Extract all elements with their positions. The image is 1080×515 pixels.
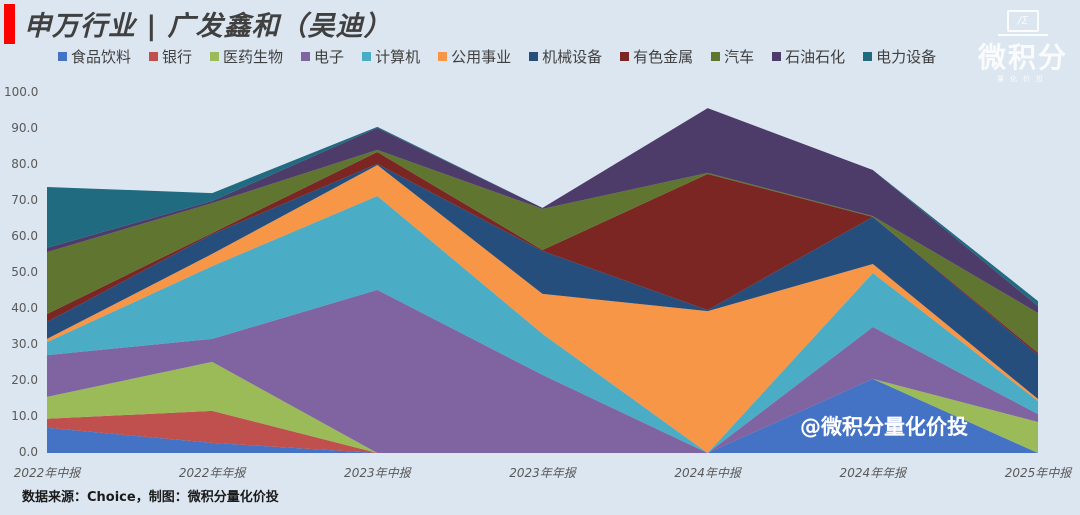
x-tick-label: 2024年中报 xyxy=(674,466,741,480)
legend-swatch-icon xyxy=(620,52,630,61)
area-series xyxy=(47,378,1038,453)
legend-item: 医药生物 xyxy=(210,46,283,67)
legend-label: 电子 xyxy=(314,48,345,66)
legend-swatch-icon xyxy=(711,52,721,61)
y-tick-label: 0.0 xyxy=(18,445,38,459)
legend-swatch-icon xyxy=(438,52,448,61)
area-series xyxy=(47,152,1038,356)
legend-label: 银行 xyxy=(162,48,193,66)
area-series xyxy=(47,163,1038,399)
legend-swatch-icon xyxy=(210,52,220,61)
watermark-text: 微积分 xyxy=(977,41,1068,74)
legend-item: 有色金属 xyxy=(620,46,693,67)
legend-item: 计算机 xyxy=(362,46,420,67)
y-tick-label: 20.0 xyxy=(11,373,38,387)
legend-item: 石油石化 xyxy=(772,46,845,67)
legend-item: 公用事业 xyxy=(438,46,511,67)
legend-item: 电力设备 xyxy=(863,46,936,67)
logo-underline xyxy=(997,34,1048,36)
y-tick-label: 80.0 xyxy=(11,157,38,171)
watermark-subtext: 量化价投 xyxy=(996,75,1049,83)
legend-swatch-icon xyxy=(149,52,159,61)
legend-label: 石油石化 xyxy=(785,48,846,66)
y-tick-label: 100.0 xyxy=(4,85,39,99)
y-tick-label: 40.0 xyxy=(11,301,38,315)
area-series xyxy=(47,289,1038,453)
legend-swatch-icon xyxy=(58,52,67,61)
title-accent-bar xyxy=(4,4,15,44)
legend-item: 食品饮料 xyxy=(58,46,131,67)
chart-title: 申万行业 | 广发鑫和（吴迪） xyxy=(24,11,392,42)
area-series xyxy=(47,195,1038,453)
legend-swatch-icon xyxy=(529,52,539,61)
legend-swatch-icon xyxy=(362,52,372,61)
legend-label: 机械设备 xyxy=(542,48,603,66)
x-tick-label: 2022年中报 xyxy=(13,466,81,480)
legend-item: 银行 xyxy=(149,46,192,67)
legend: 食品饮料 银行 医药生物 电子 计算机 公用事业 机械设备 有色金属 汽车 石油石化 电力设备 xyxy=(58,46,936,67)
legend-label: 公用事业 xyxy=(451,48,512,66)
legend-swatch-icon xyxy=(301,52,311,61)
area-series xyxy=(47,378,1038,453)
area-series xyxy=(47,361,1038,453)
x-tick-label: 2024年年报 xyxy=(839,466,907,480)
legend-swatch-icon xyxy=(863,52,873,61)
area-series xyxy=(47,165,1038,453)
y-tick-label: 60.0 xyxy=(11,229,38,243)
logo-icon: /Σ xyxy=(1006,10,1039,32)
x-tick-label: 2023年年报 xyxy=(509,466,576,480)
legend-label: 电力设备 xyxy=(876,48,937,66)
data-source-note: 数据来源：Choice，制图：微积分量化价投 xyxy=(22,490,279,505)
area-series xyxy=(47,108,1038,313)
x-tick-label: 2023年中报 xyxy=(344,466,411,480)
x-tick-label: 2025年中报 xyxy=(1004,466,1072,480)
y-tick-label: 30.0 xyxy=(11,337,38,351)
y-tick-label: 90.0 xyxy=(11,121,38,135)
overlay-watermark: @微积分量化价投 xyxy=(800,415,968,439)
legend-label: 有色金属 xyxy=(633,48,694,66)
legend-item: 汽车 xyxy=(711,46,754,67)
y-tick-label: 70.0 xyxy=(11,193,38,207)
watermark-logo: /Σ 微积分 量化价投 xyxy=(978,10,1068,84)
legend-label: 医药生物 xyxy=(223,48,284,66)
legend-label: 汽车 xyxy=(724,48,755,66)
legend-item: 机械设备 xyxy=(529,46,602,67)
legend-swatch-icon xyxy=(772,52,782,61)
x-tick-label: 2022年年报 xyxy=(178,466,246,480)
y-tick-label: 10.0 xyxy=(11,409,38,423)
legend-label: 计算机 xyxy=(375,48,421,66)
legend-label: 食品饮料 xyxy=(71,48,132,66)
y-tick-label: 50.0 xyxy=(11,265,38,279)
legend-item: 电子 xyxy=(301,46,344,67)
